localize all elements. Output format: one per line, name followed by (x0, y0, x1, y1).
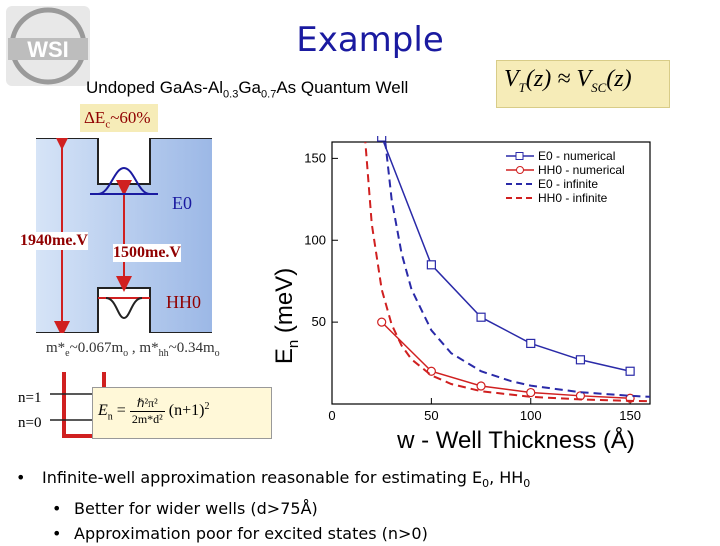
bullet-2: • Better for wider wells (d>75Å) (52, 499, 318, 519)
logo-text: WSI (27, 37, 69, 62)
level-n1-label: n=1 (18, 390, 42, 406)
series-line-2 (384, 142, 650, 398)
legend-label-2: E0 - infinite (538, 177, 598, 191)
slide-title: Example (296, 20, 444, 60)
hh0-label: HH0 (166, 292, 201, 312)
y-tick-label-0: 50 (312, 314, 326, 329)
barrier-gap-label: 1940me.V (20, 232, 88, 250)
series-line-1 (381, 321, 631, 400)
e0-label: E0 (172, 193, 192, 213)
legend-marker-1 (516, 166, 524, 174)
x-tick-label-3: 150 (619, 408, 641, 423)
series-0-point-4 (575, 355, 586, 365)
y-tick-label-2: 150 (304, 150, 326, 165)
series-0-point-0 (377, 136, 387, 142)
legend-label-1: HH0 - numerical (538, 163, 625, 177)
series-0-point-5 (625, 366, 635, 376)
legend-label-3: HH0 - infinite (538, 191, 608, 205)
legend-label-0: E0 - numerical (538, 149, 615, 163)
bullet-3: • Approximation poor for excited states (… (52, 524, 428, 544)
well-gap-label: 1500me.V (113, 244, 181, 262)
formula-box (92, 387, 272, 439)
series-1-point-0 (377, 317, 387, 327)
delta-ec-label: ΔEc~60% (84, 108, 151, 131)
valence-well (98, 288, 150, 333)
slide-subtitle: Undoped GaAs-Al0.3Ga0.7As Quantum Well (86, 78, 409, 101)
y-tick-label-1: 100 (304, 232, 326, 247)
series-0-point-2 (476, 312, 486, 322)
x-tick-label-2: 100 (520, 408, 542, 423)
series-0-point-1 (426, 260, 436, 270)
delta-ec-box (80, 104, 158, 132)
effective-masses: m*e~0.067mo , m*hh~0.34mo (46, 340, 220, 359)
potential-equation: VT(z) ≈ VSC(z) (504, 66, 632, 95)
series-line-0 (382, 142, 631, 372)
x-axis-label: w - Well Thickness (Å) (396, 426, 635, 454)
series-1-point-2 (476, 381, 486, 391)
x-tick-label-0: 0 (328, 408, 335, 423)
level-n0-label: n=0 (18, 415, 42, 431)
series-0-point-3 (526, 338, 536, 349)
legend-marker-0 (515, 152, 524, 160)
bullet-1: • Infinite-well approximation reasonable … (16, 468, 531, 491)
equation-box (496, 60, 670, 108)
bullet-list: • Infinite-well approximation reasonable … (16, 466, 716, 546)
series-line-3 (364, 142, 650, 403)
hh0-wavefunction (105, 297, 143, 320)
y-axis-label: En (meV) (271, 268, 302, 364)
series-1-point-3 (526, 387, 536, 398)
conduction-well (98, 138, 150, 184)
wsi-logo: WSI (6, 6, 90, 86)
e0-wavefunction (97, 166, 151, 195)
x-tick-label-1: 50 (424, 408, 438, 423)
plot-frame (331, 141, 651, 405)
infinite-well-formula: En = ℏ²π² 2m*d² (n+1)2 (98, 396, 210, 426)
